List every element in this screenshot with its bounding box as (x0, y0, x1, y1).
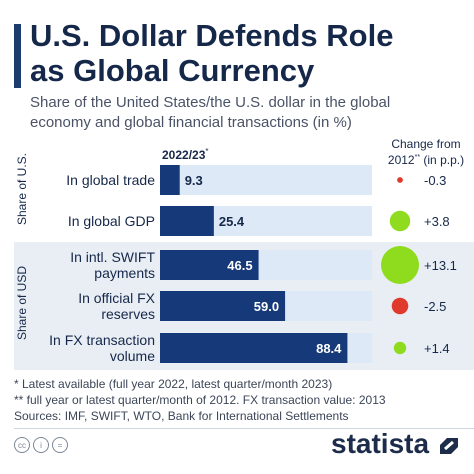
change-label: -2.5 (424, 299, 446, 314)
year-header-text: 2022/23 (162, 148, 206, 162)
title-line-2: as Global Currency (30, 53, 315, 88)
category-label-line: In global trade (66, 172, 155, 188)
subtitle-line-1: Share of the United States/the U.S. doll… (30, 94, 391, 111)
bar-value-label: 59.0 (254, 299, 279, 314)
bar (160, 165, 180, 195)
bar (160, 291, 286, 321)
cc-icon[interactable]: cc (14, 437, 30, 453)
change-dot (397, 177, 403, 183)
chart-subtitle: Share of the United States/the U.S. doll… (30, 93, 460, 133)
bar-value-label: 46.5 (227, 258, 252, 273)
attribution-icon[interactable]: i (33, 437, 49, 453)
change-header-mark: ** (414, 154, 421, 161)
year-header-mark: * (205, 147, 209, 156)
title-accent-bar (14, 24, 21, 88)
title-line-1: U.S. Dollar Defends Role (30, 18, 394, 53)
category-label-line: In intl. SWIFT (70, 249, 155, 265)
no-derivatives-icon[interactable]: = (52, 437, 68, 453)
footnotes: * Latest available (full year 2022, late… (14, 376, 386, 424)
statista-logo[interactable]: statista (331, 428, 430, 459)
category-label-line: payments (94, 265, 155, 281)
category-label-line: In FX transaction (49, 332, 155, 348)
footnote-sources: Sources: IMF, SWIFT, WTO, Bank for Inter… (14, 409, 349, 423)
category-label: In global trade (30, 172, 155, 188)
column-header-year: 2022/23* (162, 147, 209, 162)
category-label-line: volume (109, 348, 155, 364)
change-header-unit: (in p.p.) (420, 153, 465, 167)
bar-value-label: 9.3 (185, 173, 203, 188)
category-label-line: In global GDP (67, 213, 155, 229)
category-label-line: In official FX (78, 290, 155, 306)
bar (160, 333, 348, 363)
footnote-latest: * Latest available (full year 2022, late… (14, 377, 333, 391)
statista-logo-icon (440, 438, 458, 454)
change-header-line-1: Change from (391, 137, 461, 151)
footer-divider (14, 428, 474, 429)
bar (160, 206, 214, 236)
chart-title: U.S. Dollar Defends Role as Global Curre… (30, 18, 460, 88)
change-label: -0.3 (424, 173, 446, 188)
subtitle-line-2: economy and global financial transaction… (30, 114, 352, 131)
change-dot (393, 341, 407, 355)
footnote-baseline: ** full year or latest quarter/month of … (14, 393, 386, 407)
category-label: In global GDP (30, 213, 155, 229)
category-label: In official FX reserves (30, 290, 155, 322)
category-label: In intl. SWIFT payments (30, 249, 155, 281)
license-icons[interactable]: cc i = (14, 437, 68, 453)
bar-value-label: 25.4 (219, 214, 245, 229)
bar (160, 250, 259, 280)
change-dot (389, 210, 411, 232)
change-dot (391, 297, 409, 315)
change-label: +3.8 (424, 214, 450, 229)
change-header-year: 2012 (387, 153, 415, 167)
category-label-line: reserves (101, 306, 155, 322)
column-header-change: Change from 2012** (in p.p.) (380, 137, 472, 167)
change-dot (381, 246, 419, 284)
change-label: +1.4 (424, 341, 450, 356)
bar-track (160, 165, 372, 195)
bar-value-label: 88.4 (316, 341, 342, 356)
category-label: In FX transaction volume (30, 332, 155, 364)
change-label: +13.1 (424, 258, 457, 273)
